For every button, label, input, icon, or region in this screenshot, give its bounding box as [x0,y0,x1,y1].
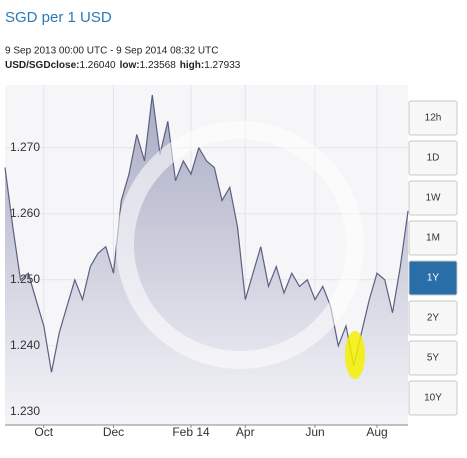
x-tick-label: Aug [366,425,387,439]
stat-value: 1.23568 [140,60,177,71]
subtitle: 9 Sep 2013 00:00 UTC - 9 Sep 2014 08:32 … [5,46,218,57]
stat-label: low: [120,60,140,71]
stats-line: USD/SGDclose:1.26040 low:1.23568 high:1.27… [5,60,241,71]
range-button-label[interactable]: 1D [427,153,440,164]
x-tick-label: Apr [236,425,255,439]
range-button[interactable] [408,140,458,176]
y-tick-label: 1.240 [10,338,40,352]
stat-label: high: [180,60,204,71]
range-button-label[interactable]: 2Y [427,313,440,324]
x-tick-label: Feb 14 [172,425,210,439]
range-button-label[interactable]: 1Y [427,273,440,284]
stat-value: 1.27933 [204,60,241,71]
highlight [345,331,365,379]
x-tick-label: Jun [305,425,324,439]
x-tick-label: Dec [103,425,124,439]
y-tick-label: 1.270 [10,140,40,154]
x-tick-label: Oct [34,425,53,439]
watermark [116,121,364,369]
stat-value: 1.26040 [79,60,116,71]
chart-title: SGD per 1 USD [5,9,112,26]
range-button[interactable] [408,220,458,256]
pair: USD/SGD [5,60,51,71]
range-button-label[interactable]: 12h [425,113,442,124]
range-button[interactable] [408,260,458,296]
range-button[interactable] [408,340,458,376]
range-button[interactable] [408,180,458,216]
range-button[interactable] [408,380,458,416]
range-button[interactable] [408,100,458,136]
range-button-label[interactable]: 1M [426,233,440,244]
y-tick-label: 1.250 [10,272,40,286]
line [4,94,409,373]
y-tick-label: 1.260 [10,206,40,220]
range-button-label[interactable]: 1W [426,193,442,204]
range-button[interactable] [408,300,458,336]
range-button-label[interactable]: 10Y [424,393,442,404]
range-button-label[interactable]: 5Y [427,353,440,364]
y-tick-label: 1.230 [10,404,40,418]
stat-label: close: [51,60,80,71]
